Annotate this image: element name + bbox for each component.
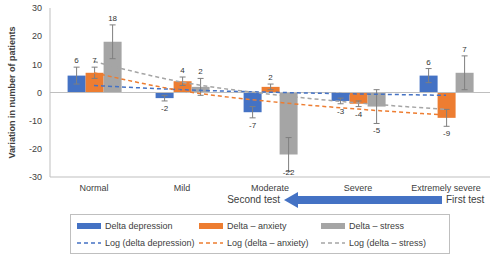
html-text:Second test: Second test bbox=[227, 194, 280, 205]
svg-text:7: 7 bbox=[92, 56, 97, 65]
svg-text:Extremely severe: Extremely severe bbox=[411, 183, 481, 193]
html-text:Log (delta depression): Log (delta depression) bbox=[105, 237, 195, 248]
svg-text:-3: -3 bbox=[337, 107, 345, 116]
svg-text:20: 20 bbox=[32, 31, 42, 41]
svg-text:-22: -22 bbox=[283, 168, 295, 177]
svg-text:-7: -7 bbox=[249, 121, 257, 130]
svg-text:0: 0 bbox=[37, 88, 42, 98]
svg-text:Variation in number of patient: Variation in number of patients bbox=[8, 26, 17, 158]
html-text:Log (delta – anxiety): Log (delta – anxiety) bbox=[227, 237, 309, 248]
svg-text:-5: -5 bbox=[373, 126, 381, 135]
svg-text:18: 18 bbox=[108, 14, 117, 23]
svg-text:2: 2 bbox=[198, 67, 203, 76]
svg-text:6: 6 bbox=[426, 58, 431, 67]
svg-text:30: 30 bbox=[32, 3, 42, 13]
svg-text:-30: -30 bbox=[29, 172, 42, 182]
svg-text:-2: -2 bbox=[161, 104, 169, 113]
html-text:Delta – stress: Delta – stress bbox=[349, 220, 404, 231]
svg-text:Normal: Normal bbox=[79, 183, 108, 193]
svg-text:-4: -4 bbox=[355, 110, 363, 119]
svg-text:4: 4 bbox=[180, 66, 185, 75]
svg-text:Moderate: Moderate bbox=[251, 183, 289, 193]
svg-text:-10: -10 bbox=[29, 116, 42, 126]
html-text:Log (delta – stress): Log (delta – stress) bbox=[349, 237, 426, 248]
svg-text:Severe: Severe bbox=[344, 183, 373, 193]
svg-text:Mild: Mild bbox=[174, 183, 191, 193]
svg-text:2: 2 bbox=[268, 73, 273, 82]
html-text:Delta – anxiety: Delta – anxiety bbox=[227, 220, 287, 231]
svg-text:10: 10 bbox=[32, 60, 42, 70]
svg-text:6: 6 bbox=[74, 56, 79, 65]
svg-text:-20: -20 bbox=[29, 144, 42, 154]
html-text:First test: First test bbox=[446, 194, 485, 205]
svg-text:-9: -9 bbox=[443, 129, 451, 138]
html-text:Delta depression: Delta depression bbox=[105, 220, 173, 231]
svg-text:7: 7 bbox=[462, 45, 467, 54]
